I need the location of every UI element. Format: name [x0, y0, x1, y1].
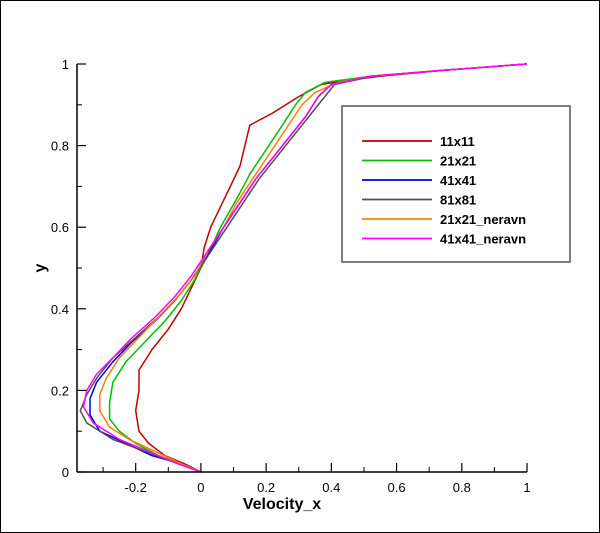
x-tick-label: 0 [197, 480, 204, 495]
legend-entry: 41x41 [362, 173, 476, 188]
y-axis-title: y [32, 263, 49, 272]
y-tick-label: 0.6 [51, 220, 69, 235]
y-tick-label: 0.4 [51, 302, 69, 317]
legend-entry: 41x41_neravn [362, 232, 526, 247]
legend-label: 21x21 [440, 154, 476, 169]
y-tick-label: 0.8 [51, 139, 69, 154]
legend-label: 41x41 [440, 173, 476, 188]
series-layer [79, 63, 528, 473]
x-axis-title: Velocity_x [243, 496, 321, 513]
x-tick-label: 0.6 [388, 480, 406, 495]
legend-entry: 11x11 [362, 134, 475, 149]
y-tick-label: 0.2 [51, 383, 69, 398]
legend: 11x11 21x21 41x41 81x81 21x21_neravn 41x41_ne… [341, 105, 571, 263]
x-tick-label: 0.2 [257, 480, 275, 495]
legend-label: 81x81 [440, 193, 476, 208]
legend-entry: 21x21_neravn [362, 212, 526, 227]
series-line-21x21 [108, 63, 528, 473]
legend-label: 41x41_neravn [440, 232, 526, 247]
ticks-layer: -0.2 0 0.2 0.4 0.6 0.8 1 0 0.2 0.4 0.6 0.8 1 [51, 57, 531, 495]
y-tick-label: 0 [62, 465, 69, 480]
x-tick-label: 0.4 [322, 480, 340, 495]
legend-box [341, 105, 571, 263]
series-line-21x21_neravn [99, 63, 528, 473]
legend-items: 11x11 21x21 41x41 81x81 21x21_neravn 41x41_ne… [362, 134, 526, 247]
legend-entry: 81x81 [362, 193, 476, 208]
legend-label: 11x11 [440, 134, 475, 149]
legend-entry: 21x21 [362, 154, 476, 169]
x-tick-label: 1 [523, 480, 530, 495]
legend-label: 21x21_neravn [440, 212, 526, 227]
series-line-41x41_neravn [82, 63, 528, 473]
x-tick-label: -0.2 [124, 480, 146, 495]
x-tick-label: 0.8 [453, 480, 471, 495]
y-tick-label: 1 [62, 57, 69, 72]
